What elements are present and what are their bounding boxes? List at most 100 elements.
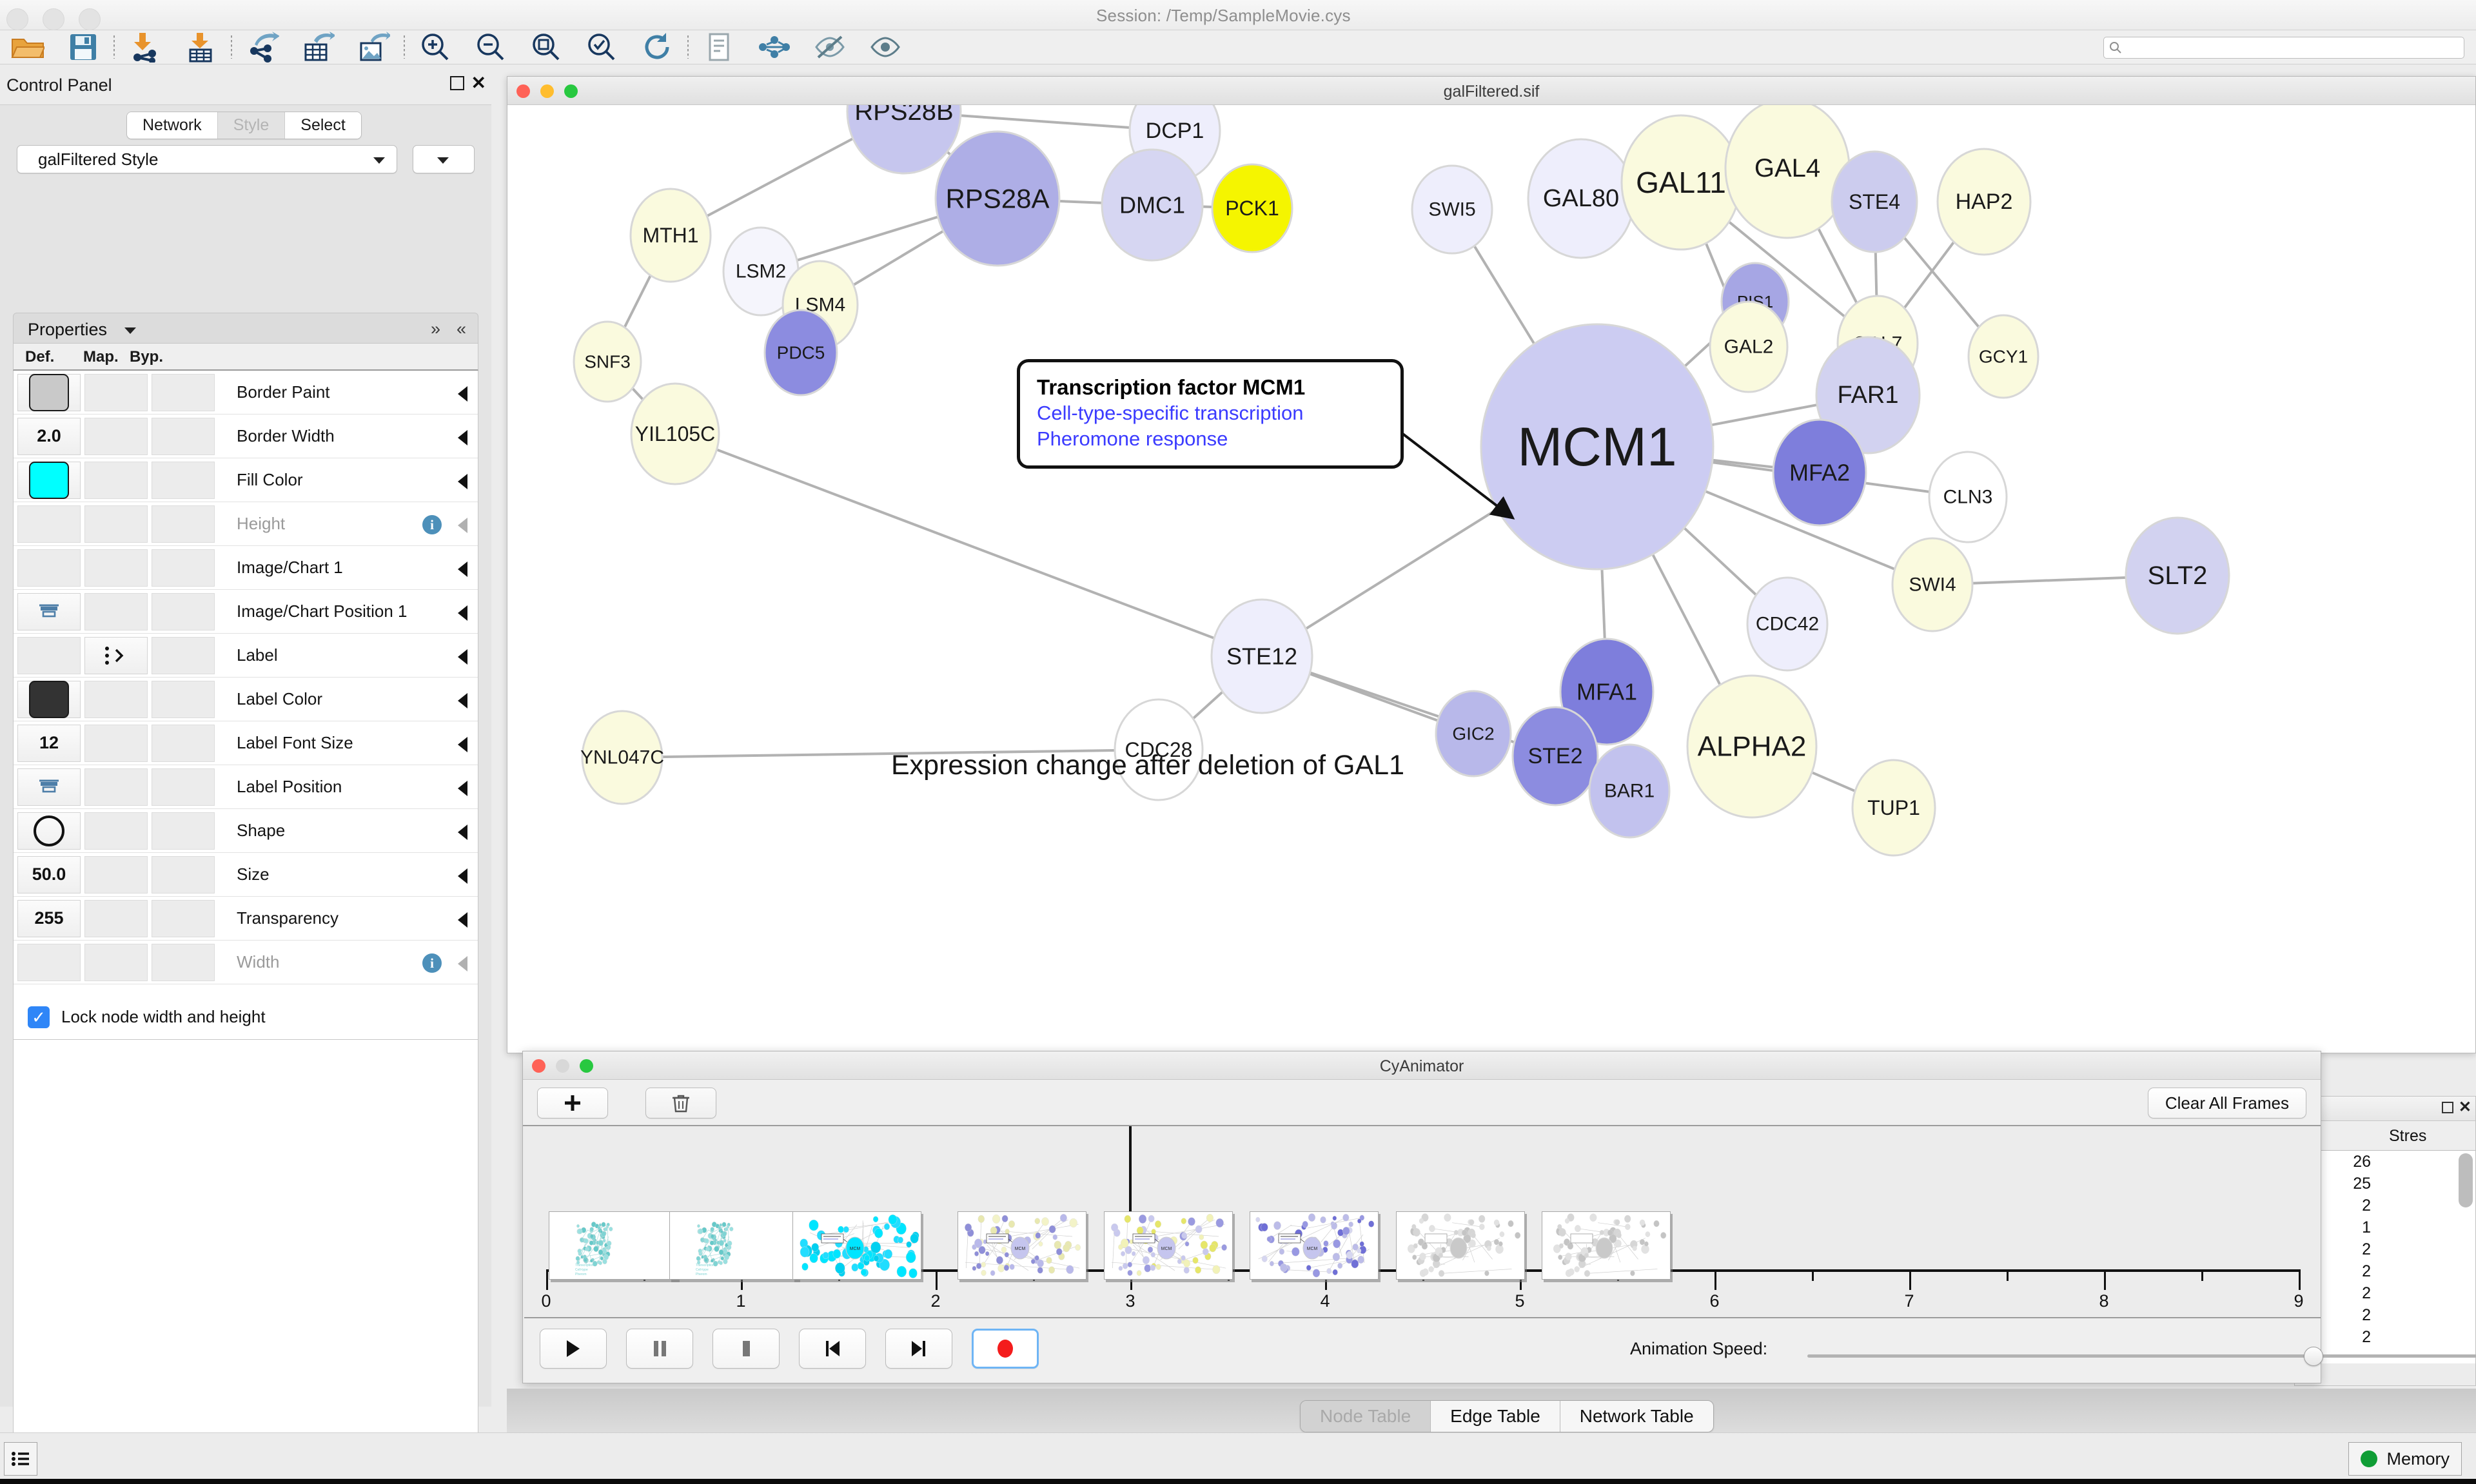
- table-row[interactable]: 2: [2295, 1238, 2475, 1260]
- graph-node[interactable]: DMC1: [1101, 148, 1204, 262]
- refresh-icon[interactable]: [629, 30, 685, 64]
- memory-status-button[interactable]: Memory: [2348, 1442, 2462, 1476]
- node-shape[interactable]: [1559, 638, 1655, 746]
- property-bypass-cell[interactable]: [152, 724, 215, 762]
- graph-node[interactable]: RPS28A: [934, 130, 1061, 267]
- graph-node[interactable]: PDC5: [763, 309, 838, 396]
- float-window-icon[interactable]: [2442, 1102, 2453, 1113]
- float-window-icon[interactable]: [450, 76, 464, 90]
- graph-node[interactable]: MTH1: [629, 188, 712, 283]
- table-dock-tabs[interactable]: Node Table Edge Table Network Table: [1300, 1400, 1714, 1432]
- graph-node[interactable]: RPS28B: [846, 105, 962, 175]
- skip-start-button[interactable]: [799, 1329, 866, 1369]
- tab-network[interactable]: Network: [127, 112, 218, 139]
- graph-node[interactable]: MCM1: [1480, 323, 1715, 571]
- node-shape[interactable]: [1686, 674, 1818, 819]
- property-bypass-cell[interactable]: [152, 812, 215, 850]
- node-shape[interactable]: [1101, 148, 1204, 262]
- style-options-menu-button[interactable]: [413, 145, 475, 173]
- record-button[interactable]: [972, 1329, 1039, 1369]
- list-icon[interactable]: [4, 1442, 37, 1476]
- expand-property-arrow[interactable]: [458, 649, 467, 665]
- node-shape[interactable]: [1815, 336, 1921, 454]
- tab-node-table[interactable]: Node Table: [1301, 1401, 1431, 1432]
- graph-node[interactable]: GIC2: [1435, 690, 1512, 777]
- table-row[interactable]: 2: [2295, 1195, 2475, 1216]
- import-table-icon[interactable]: [173, 30, 228, 64]
- close-window-button[interactable]: [6, 8, 28, 30]
- node-shape[interactable]: [1114, 698, 1204, 801]
- annotation-box[interactable]: Transcription factor MCM1 Cell-type-spec…: [1017, 359, 1404, 469]
- node-shape[interactable]: [581, 710, 663, 805]
- maximize-window-button[interactable]: [564, 84, 578, 98]
- tab-network-table[interactable]: Network Table: [1560, 1401, 1713, 1432]
- node-shape[interactable]: [1967, 314, 2039, 399]
- cyanimator-timeline[interactable]: Seconds 0123456789TranscriptionCell-type…: [524, 1126, 2321, 1339]
- expand-property-arrow[interactable]: [458, 868, 467, 884]
- property-row[interactable]: 50.0 Size: [14, 853, 478, 897]
- graph-node[interactable]: PCK1: [1211, 163, 1293, 253]
- property-row[interactable]: Width i: [14, 941, 478, 984]
- graph-node[interactable]: SNF3: [573, 320, 642, 403]
- property-default-cell[interactable]: 50.0: [17, 855, 81, 893]
- info-icon[interactable]: i: [422, 515, 442, 534]
- expand-property-arrow[interactable]: [458, 430, 467, 445]
- property-bypass-cell[interactable]: [152, 592, 215, 630]
- table-row[interactable]: 26: [2295, 1151, 2475, 1173]
- property-mapping-cell[interactable]: [84, 768, 148, 806]
- expand-property-arrow[interactable]: [458, 386, 467, 402]
- property-default-cell[interactable]: [17, 373, 81, 411]
- timeline-playhead[interactable]: [1129, 1126, 1132, 1269]
- table-row[interactable]: 2: [2295, 1326, 2475, 1348]
- close-icon[interactable]: ✕: [2458, 1098, 2471, 1116]
- node-shape[interactable]: [630, 382, 720, 485]
- network-canvas[interactable]: RPS28B DCP1 RPS28A DMC1 PCK1 SWI5 GAL80 GAL11 GA…: [507, 105, 2475, 1053]
- property-mapping-cell[interactable]: [84, 417, 148, 455]
- skip-end-button[interactable]: [885, 1329, 952, 1369]
- property-default-cell[interactable]: 12: [17, 724, 81, 762]
- close-window-button[interactable]: [532, 1059, 545, 1073]
- tab-style[interactable]: Style: [217, 112, 286, 139]
- graph-node[interactable]: STE2: [1511, 706, 1599, 806]
- node-shape[interactable]: [1891, 537, 1974, 632]
- timeline-frame[interactable]: MCM: [792, 1211, 921, 1280]
- save-icon[interactable]: [55, 30, 111, 64]
- minimize-window-button[interactable]: [540, 84, 554, 98]
- expand-property-arrow[interactable]: [458, 912, 467, 928]
- hide-selected-icon[interactable]: [802, 30, 858, 64]
- property-bypass-cell[interactable]: [152, 943, 215, 981]
- collapse-all-icon[interactable]: »: [430, 319, 440, 338]
- network-graph[interactable]: RPS28B DCP1 RPS28A DMC1 PCK1 SWI5 GAL80 GAL11 GA…: [507, 105, 2475, 1053]
- info-icon[interactable]: i: [422, 953, 442, 973]
- property-bypass-cell[interactable]: [152, 899, 215, 937]
- property-mapping-cell[interactable]: [84, 899, 148, 937]
- expand-property-arrow[interactable]: [458, 737, 467, 752]
- property-default-cell[interactable]: [17, 461, 81, 499]
- property-row[interactable]: Border Paint: [14, 371, 478, 415]
- color-swatch[interactable]: [29, 461, 69, 499]
- property-mapping-cell[interactable]: [84, 855, 148, 893]
- graph-node[interactable]: YNL047C: [580, 710, 664, 805]
- maximize-window-button[interactable]: [79, 8, 101, 30]
- property-bypass-cell[interactable]: [152, 373, 215, 411]
- node-shape[interactable]: [1772, 418, 1867, 527]
- expand-property-arrow[interactable]: [458, 474, 467, 489]
- node-shape[interactable]: [1435, 690, 1512, 777]
- minimize-window-button[interactable]: [556, 1059, 569, 1073]
- property-default-cell[interactable]: 255: [17, 899, 81, 937]
- property-bypass-cell[interactable]: [152, 855, 215, 893]
- graph-node[interactable]: GAL4: [1724, 105, 1851, 239]
- open-folder-icon[interactable]: [0, 30, 55, 64]
- expand-property-arrow[interactable]: [458, 518, 467, 533]
- expand-all-icon[interactable]: «: [456, 319, 466, 338]
- property-mapping-cell[interactable]: [84, 549, 148, 587]
- first-neighbors-icon[interactable]: [747, 30, 802, 64]
- maximize-window-button[interactable]: [580, 1059, 593, 1073]
- node-shape[interactable]: [573, 320, 642, 403]
- play-button[interactable]: [540, 1329, 607, 1369]
- show-all-icon[interactable]: [858, 30, 913, 64]
- property-mapping-cell[interactable]: [84, 943, 148, 981]
- property-row[interactable]: Shape: [14, 809, 478, 853]
- graph-node[interactable]: YIL105C: [630, 382, 720, 485]
- network-window-traffic-lights[interactable]: [516, 84, 578, 98]
